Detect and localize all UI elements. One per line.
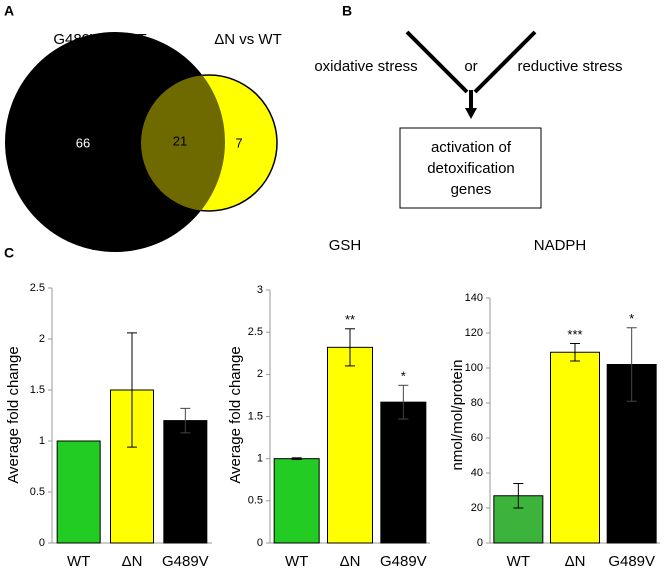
venn-overlap — [141, 75, 225, 211]
panel-label: C — [4, 245, 14, 261]
arrow — [405, 30, 469, 94]
diagram-text: or — [464, 58, 477, 75]
chart-title: GSSG — [88, 237, 131, 254]
error-bar — [127, 332, 137, 448]
diagram-text: detoxification — [427, 160, 515, 177]
y-tick-label: 0.5 — [30, 486, 45, 498]
diagram: oxidative stress or reductive stress act… — [314, 30, 623, 209]
y-tick-label: 2 — [257, 368, 263, 380]
x-tick-label: G489V — [162, 553, 209, 570]
x-tick-label: ΔN — [122, 553, 143, 570]
y-tick-label: 40 — [471, 467, 483, 479]
diagram-text: genes — [451, 181, 492, 198]
significance-label: * — [629, 311, 634, 326]
y-tick-label: 120 — [465, 327, 483, 339]
error-bar — [180, 407, 191, 434]
y-tick-label: 3 — [257, 284, 263, 296]
arrow — [473, 30, 537, 94]
y-tick-label: 2.5 — [30, 282, 45, 294]
venn-count: 21 — [173, 133, 187, 148]
y-axis-label: Average fold change — [5, 346, 22, 483]
y-tick-label: 0 — [39, 537, 45, 549]
bar — [550, 351, 600, 544]
diagram-box — [399, 127, 542, 209]
x-tick-label: ΔN — [565, 553, 586, 570]
y-tick-label: 0 — [257, 537, 263, 549]
y-tick-label: 0 — [477, 537, 483, 549]
y-tick-label: 20 — [471, 502, 483, 514]
error-bar — [398, 384, 409, 420]
venn-count: 7 — [235, 135, 242, 150]
chart-title: GSH — [329, 237, 362, 254]
x-tick-label: WT — [507, 553, 530, 570]
y-tick-label: 140 — [465, 292, 483, 304]
venn-set-label: ΔN vs WT — [214, 31, 282, 48]
y-axis-label: nmol/mol/protein — [449, 360, 466, 471]
significance-label: * — [401, 369, 406, 384]
panel-label: A — [4, 3, 14, 19]
y-tick-label: 1 — [257, 453, 263, 465]
y-tick-label: 2 — [39, 333, 45, 345]
y-tick-label: 1.5 — [30, 384, 45, 396]
chart-title: NADPH — [534, 237, 587, 254]
bar — [273, 458, 320, 544]
y-tick-label: 0.5 — [248, 495, 263, 507]
venn-set-label: G489V vs WT — [53, 31, 146, 48]
x-tick-label: G489V — [380, 553, 427, 570]
y-axis-label: Average fold change — [227, 346, 244, 483]
x-tick-label: WT — [285, 553, 308, 570]
y-tick-label: 60 — [471, 432, 483, 444]
bar — [380, 401, 427, 544]
error-bar — [626, 327, 637, 402]
y-tick-label: 1.5 — [248, 410, 263, 422]
panel-label: B — [342, 3, 352, 19]
diagram-text: reductive stress — [517, 58, 622, 75]
error-bar — [345, 328, 355, 367]
diagram-text: oxidative stress — [314, 58, 417, 75]
x-tick-label: WT — [67, 553, 90, 570]
x-tick-label: ΔN — [340, 553, 361, 570]
error-bar — [513, 483, 524, 509]
significance-label: *** — [567, 327, 582, 342]
x-tick-label: G489V — [608, 553, 655, 570]
bar — [327, 346, 373, 544]
diagram-text: activation of — [431, 139, 512, 156]
significance-label: ** — [345, 312, 355, 327]
venn-count: 66 — [76, 135, 90, 150]
arrow-head — [465, 108, 477, 119]
y-tick-label: 1 — [39, 435, 45, 447]
bar — [163, 420, 208, 544]
y-tick-label: 100 — [465, 362, 483, 374]
bar — [56, 440, 101, 544]
error-bar — [291, 457, 302, 461]
error-bar — [570, 343, 580, 362]
y-tick-label: 2.5 — [248, 326, 263, 338]
y-tick-label: 80 — [471, 397, 483, 409]
